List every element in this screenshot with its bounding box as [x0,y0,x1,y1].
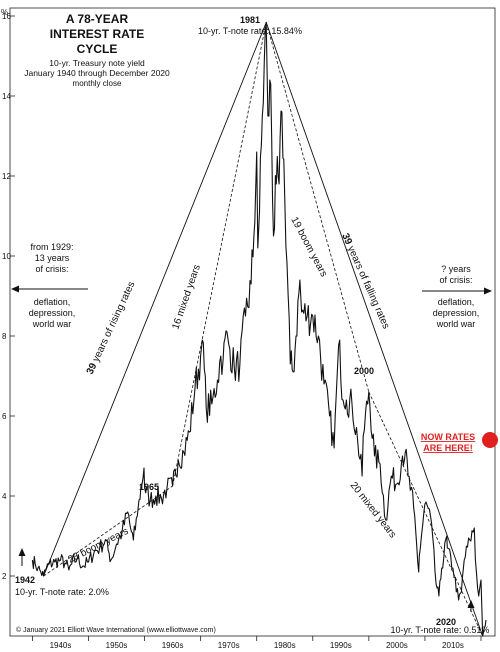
y-tick-label: 12 [2,172,11,181]
x-tick-label: 1950s [106,641,128,650]
peak-year-label: 1981 [240,15,260,25]
chart-title-line-1: A 78-YEAR [66,12,129,26]
y-tick-label: 10 [2,252,11,261]
falling-rates-label: 39 years of falling rates [339,232,391,331]
plot-frame [9,7,496,637]
right-note-sub-1: deflation, [438,297,475,307]
chart-subtitle-3: monthly close [73,79,122,88]
low-1942-year: 1942 [15,575,35,585]
arrow-1942-icon [18,548,26,556]
copyright-notice: © January 2021 Elliott Wave Internationa… [16,626,216,634]
y-tick-label: 2 [2,572,7,581]
x-tick-label: 1960s [162,641,184,650]
left-arrow-icon [11,285,19,293]
x-tick-label: 1980s [274,641,296,650]
boom-23-trend-line [43,485,173,577]
trend-lines [43,22,484,637]
mixed-16-label: 16 mixed years [170,263,202,331]
x-tick-label: 2000s [386,641,408,650]
x-tick-label: 2010s [442,641,464,650]
chart-subtitle-1: 10-yr. Treasury note yield [49,58,145,68]
left-note-sub-1: deflation, [34,297,71,307]
mixed-20-label: 20 mixed years [348,480,398,540]
right-arrow-icon [484,287,492,295]
low-2020-year: 2020 [436,617,456,627]
right-note-line-1: ? years [441,264,471,274]
falling-trend-line [265,22,484,637]
right-note-line-2: of crisis: [439,275,472,285]
mixed-16-trend-line [172,22,267,487]
now-rates-dot-icon [482,432,498,448]
right-note-sub-2: depression, [433,308,480,318]
yield-series [31,21,487,637]
low-2020-rate: 10-yr. T-note rate: 0.51% [391,625,490,635]
y-tick-label: 4 [2,492,7,501]
left-note-sub-3: world war [32,319,72,329]
mixed-20-trend-line [368,391,484,637]
y-tick-label: 6 [2,412,7,421]
low-1942-rate: 10-yr. T-note rate: 2.0% [15,587,109,597]
arrow-2020-icon [467,600,475,608]
x-tick-label: 1990s [330,641,352,650]
chart-title-line-2: INTEREST RATE [50,27,144,41]
y-tick-label: 8 [2,332,7,341]
y-tick-label: 14 [2,92,11,101]
boom-19-trend-line [265,22,370,393]
x-tick-label: 1940s [50,641,72,650]
now-rates-line-1: NOW RATES [421,432,475,442]
y-tick-label: 16 [2,12,11,21]
x-tick-label: 1970s [218,641,240,650]
label-1965: 1965 [139,482,159,492]
peak-rate-label: 10-yr. T-note rate: 15.84% [198,26,302,36]
chart-subtitle-2: January 1940 through December 2020 [24,68,170,78]
left-note-line-2: 13 years [35,253,70,263]
chart-title-line-3: CYCLE [77,42,118,56]
y-axis-unit: % [1,8,8,17]
boom-23-label: 23 boom years [66,526,130,566]
left-note-line-1: from 1929: [30,242,73,252]
axes: 2 4 6 8 10 12 14 16 1940s 1950s 1960s 1970s 1980s 199… [2,12,482,650]
now-rates-line-2: ARE HERE! [423,443,473,453]
yield-line [31,21,487,637]
label-2000: 2000 [354,366,374,376]
rising-trend-line [43,22,267,577]
right-note-sub-3: world war [436,319,476,329]
left-note-line-3: of crisis: [35,264,68,274]
left-note-sub-2: depression, [29,308,76,318]
boom-19-label: 19 boom years [288,215,329,279]
